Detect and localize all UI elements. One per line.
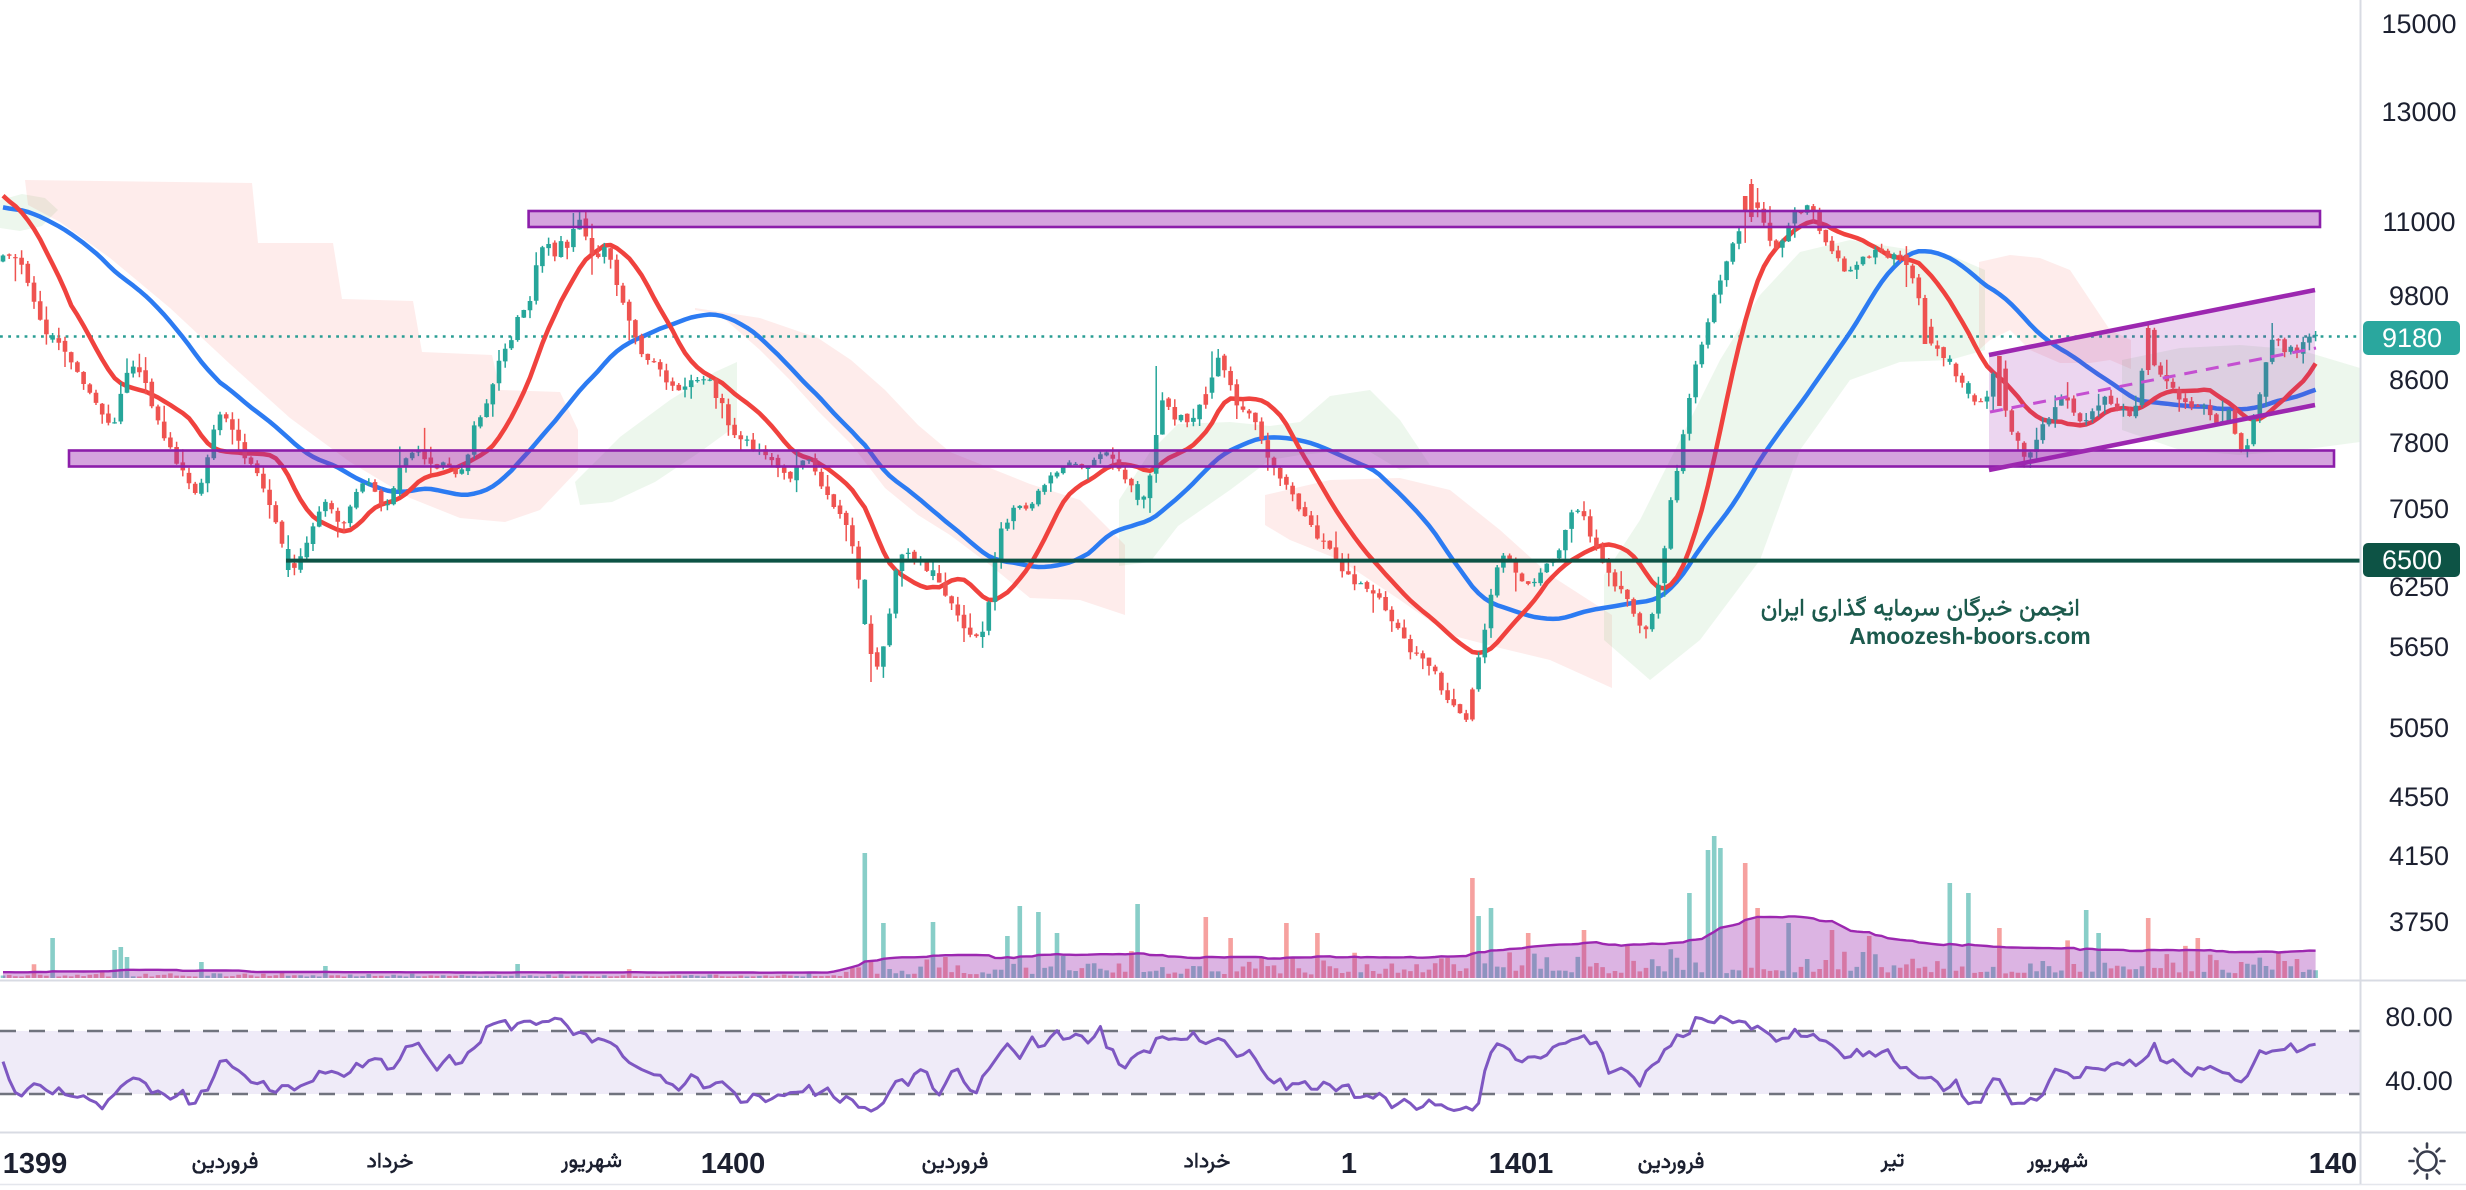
svg-text:80.00: 80.00 (2385, 1002, 2453, 1032)
svg-text:Amoozesh-boors.com: Amoozesh-boors.com (1849, 623, 2091, 649)
svg-text:40.00: 40.00 (2385, 1066, 2453, 1096)
svg-text:1400: 1400 (701, 1148, 766, 1180)
svg-text:9800: 9800 (2389, 281, 2449, 311)
svg-text:7800: 7800 (2389, 428, 2449, 458)
svg-text:5050: 5050 (2389, 713, 2449, 743)
svg-text:6500: 6500 (2382, 545, 2442, 575)
svg-text:140: 140 (2309, 1148, 2357, 1180)
svg-text:1401: 1401 (1489, 1148, 1554, 1180)
svg-text:4550: 4550 (2389, 782, 2449, 812)
svg-text:15000: 15000 (2381, 9, 2456, 39)
svg-text:9180: 9180 (2382, 323, 2442, 353)
svg-text:3750: 3750 (2389, 907, 2449, 937)
svg-text:8600: 8600 (2389, 365, 2449, 395)
svg-text:4150: 4150 (2389, 841, 2449, 871)
svg-text:7050: 7050 (2389, 494, 2449, 524)
svg-text:13000: 13000 (2381, 97, 2456, 127)
svg-text:5650: 5650 (2389, 632, 2449, 662)
svg-text:1: 1 (1341, 1148, 1357, 1180)
svg-text:1399: 1399 (3, 1148, 68, 1180)
svg-text:11000: 11000 (2382, 207, 2455, 237)
